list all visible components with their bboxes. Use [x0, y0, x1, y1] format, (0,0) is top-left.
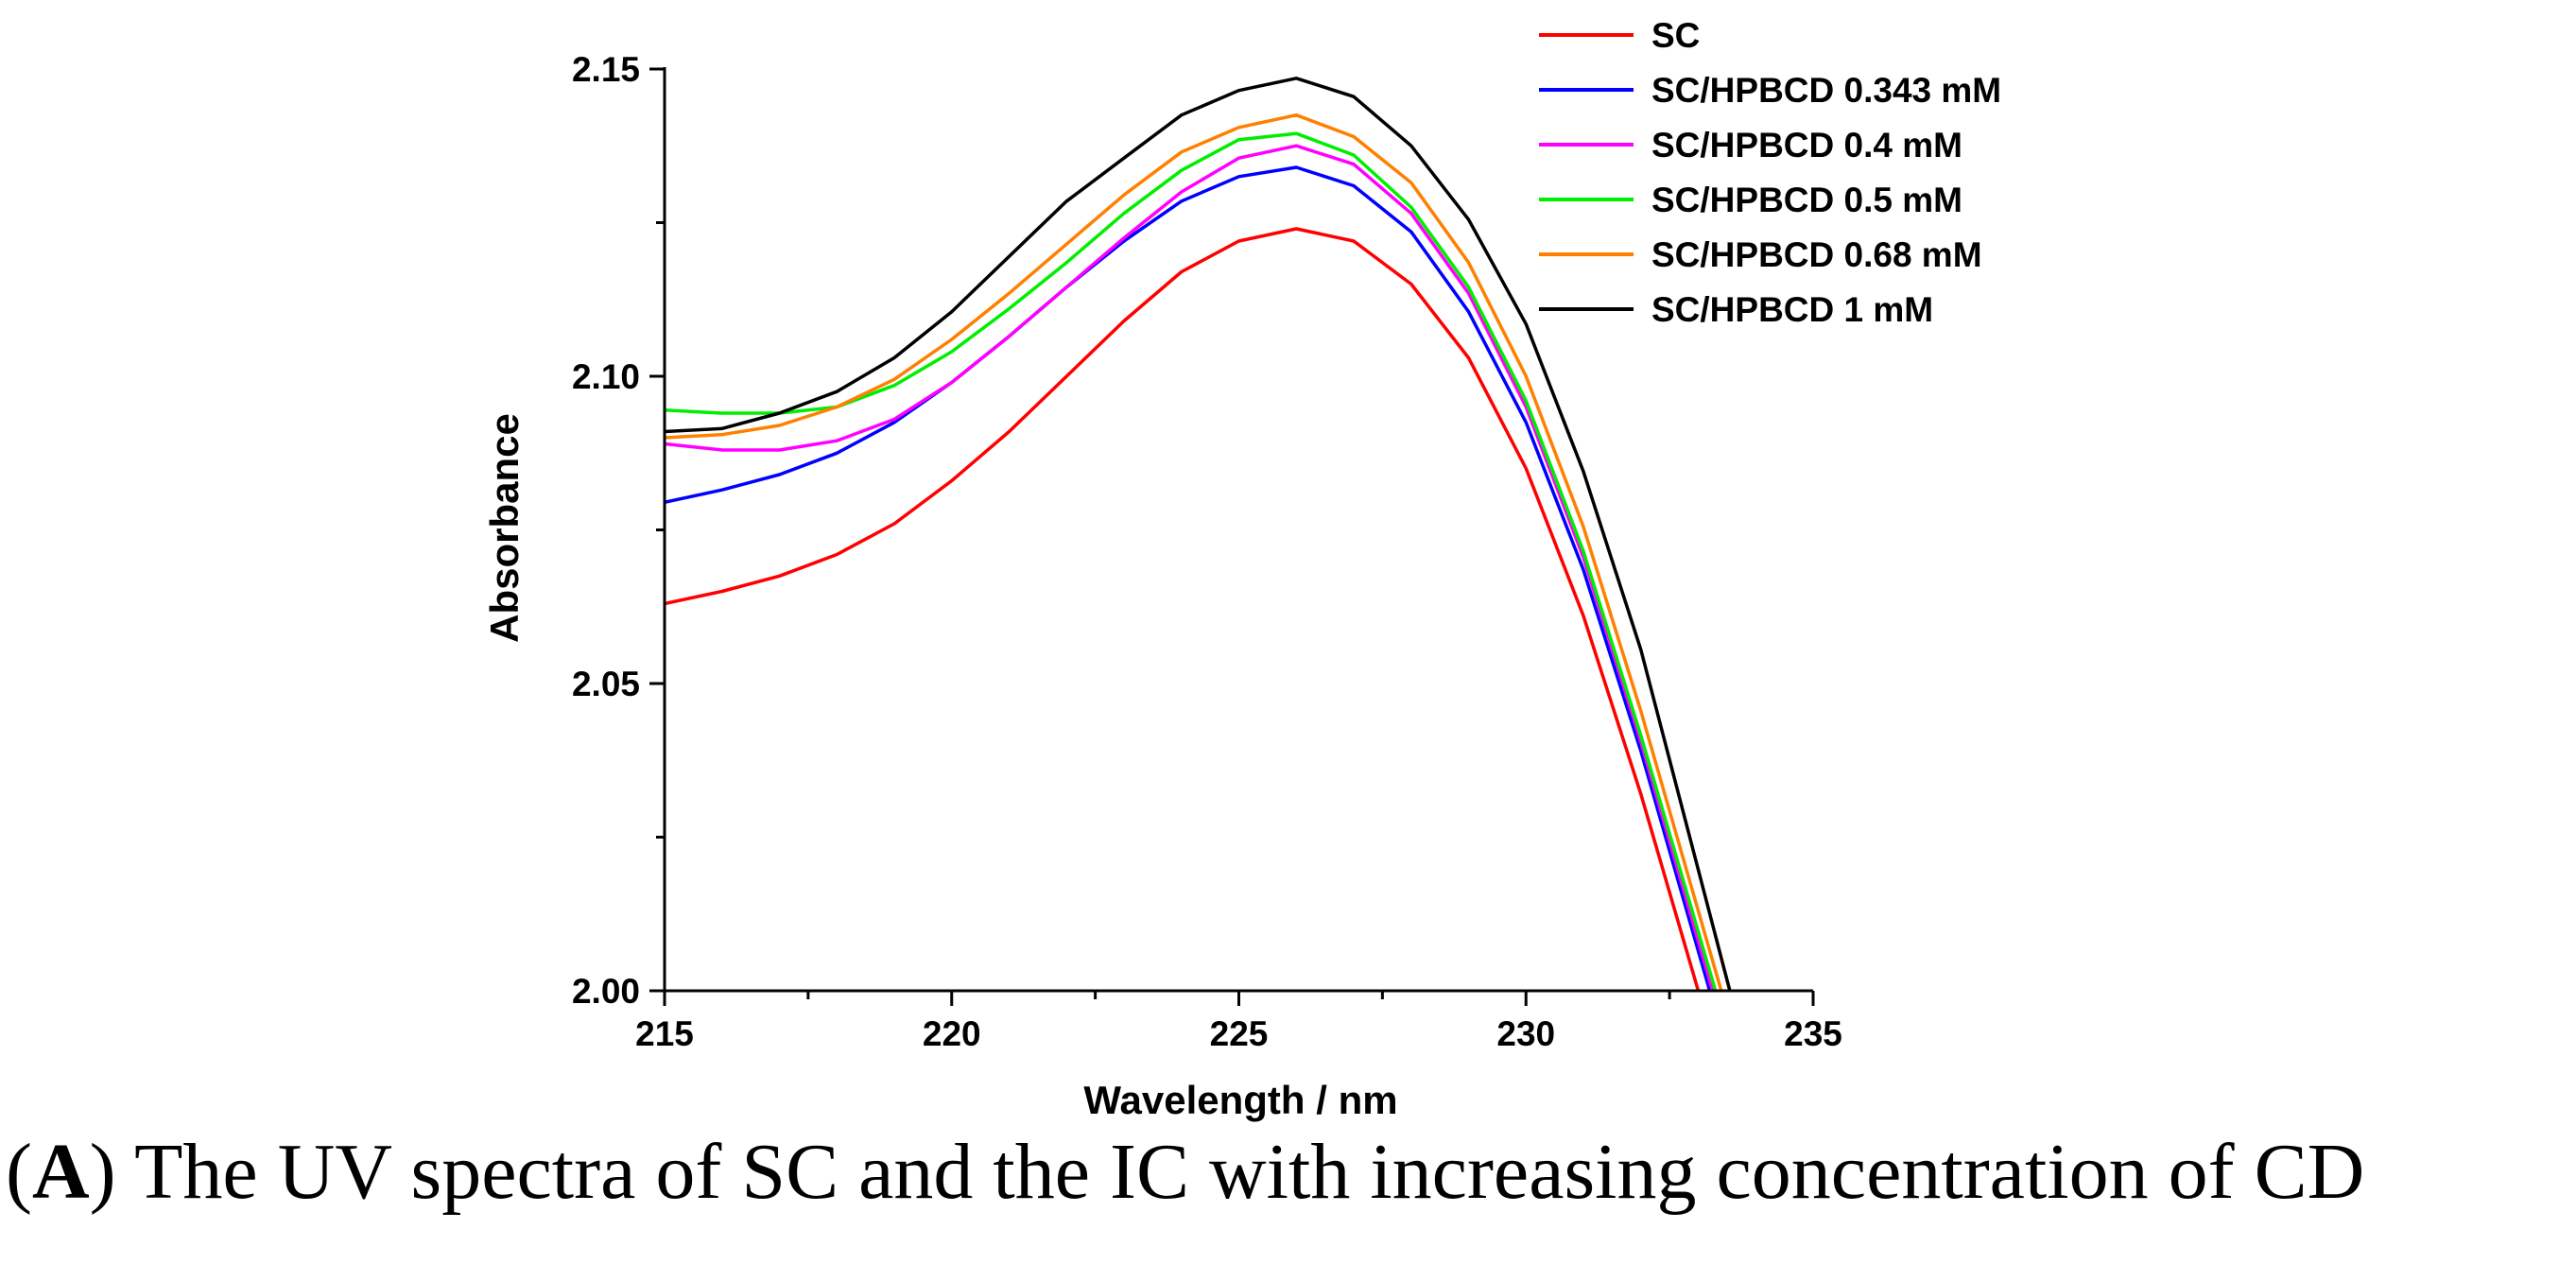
axes-layer: 215 220 225 230 235 2.00 2.05 2.10 2.15 Wavelengt… [482, 50, 1842, 1122]
x-tick-label: 235 [1784, 1014, 1842, 1053]
x-tick-label: 230 [1496, 1014, 1555, 1053]
series-line-2 [665, 165, 1712, 991]
y-tick-label: 2.15 [572, 50, 640, 89]
figure-caption: (A) The UV spectra of SC and the IC with… [6, 1128, 2365, 1216]
series-line-1 [665, 227, 1701, 991]
legend-label-1: SC [1651, 16, 1700, 55]
x-tick-label: 225 [1210, 1014, 1269, 1053]
legend-label-2: SC/HPBCD 0.343 mM [1651, 71, 2001, 110]
x-axis-title: Wavelength / nm [1083, 1078, 1397, 1122]
series-line-6 [665, 77, 1732, 991]
caption-text: The UV spectra of SC and the IC with inc… [115, 1128, 2365, 1216]
series-line-3 [665, 144, 1715, 991]
legend-label-6: SC/HPBCD 1 mM [1651, 290, 1933, 329]
y-tick-label: 2.00 [572, 972, 640, 1011]
y-tick-label: 2.05 [572, 665, 640, 703]
legend-label-3: SC/HPBCD 0.4 mM [1651, 126, 1962, 164]
caption-label: A [31, 1128, 90, 1216]
y-axis-title: Absorbance [482, 413, 527, 643]
legend: SC SC/HPBCD 0.343 mM SC/HPBCD 0.4 mM SC/HPB… [1539, 16, 2001, 329]
series-layer [665, 77, 1732, 991]
series-line-4 [665, 131, 1718, 991]
y-tick-label: 2.10 [572, 357, 640, 396]
x-tick-label: 220 [923, 1014, 981, 1053]
series-line-5 [665, 113, 1723, 991]
legend-label-5: SC/HPBCD 0.68 mM [1651, 235, 1982, 274]
x-tick-label: 215 [635, 1014, 694, 1053]
legend-label-4: SC/HPBCD 0.5 mM [1651, 181, 1962, 219]
